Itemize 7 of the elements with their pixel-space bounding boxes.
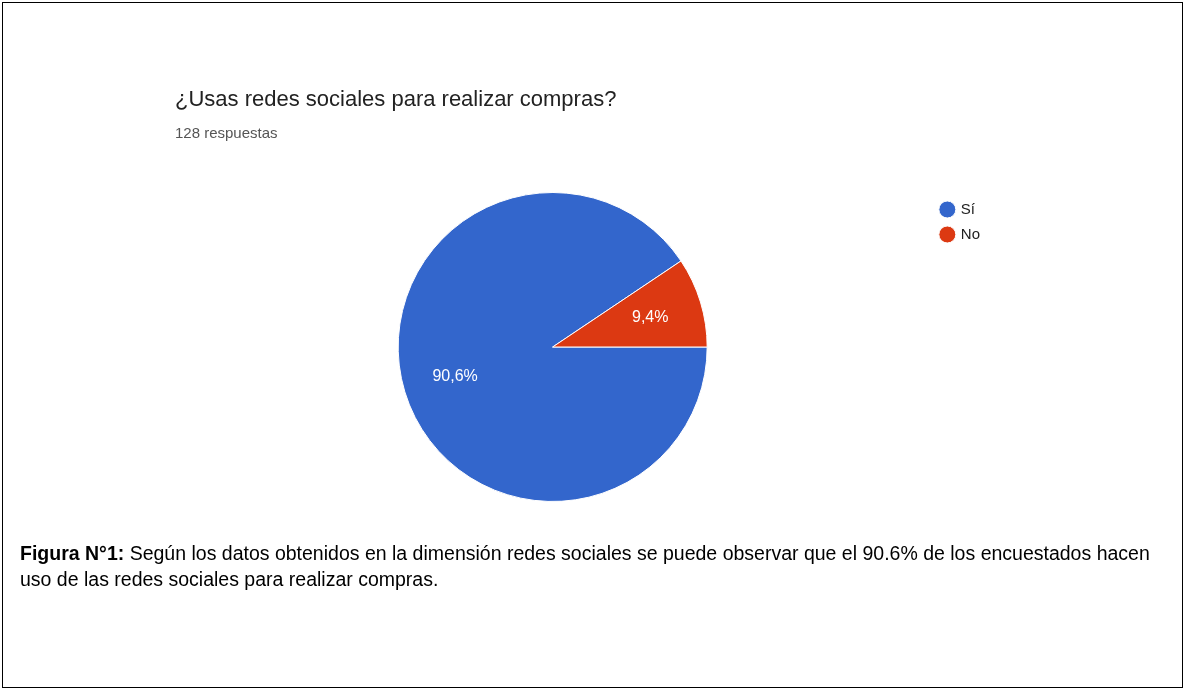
chart-title: ¿Usas redes sociales para realizar compras? (175, 86, 617, 112)
text: 128 respuestas (175, 124, 278, 141)
legend-label: No (960, 224, 981, 242)
text: Figura N°1: Según los datos obtenidos en la dimensión redes sociales se puede observar que el 90.6% de los encuestados hacen uso de las redes sociales para realizar compras. (20, 542, 1150, 590)
data-label: 90,6% (432, 367, 478, 385)
data-label: 9,4% (631, 307, 669, 325)
legend-label: Sí (960, 199, 976, 217)
